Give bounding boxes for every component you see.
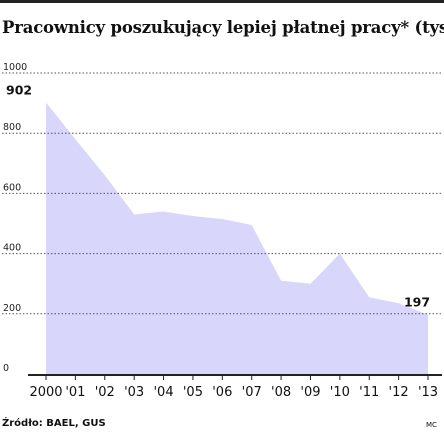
x-tick-label: '07 [242,385,262,400]
x-tick-label: '11 [359,385,379,400]
x-tick-label: 2000 [29,385,62,400]
y-tick-label: 0 [3,363,9,374]
x-tick-label: '09 [300,385,320,400]
credit-note: MC [426,421,437,429]
x-tick-label: '08 [271,385,291,400]
x-tick-label: '04 [153,385,173,400]
source-note: Źródło: BAEL, GUS [2,418,106,429]
top-rule [0,0,444,3]
y-tick-label: 800 [3,122,21,133]
y-tick-label: 1000 [3,62,27,73]
area-series [46,102,428,374]
x-tick-label: '03 [124,385,144,400]
x-tick-label: '05 [183,385,203,400]
x-tick-label: '13 [418,385,438,400]
x-tick-label: '10 [330,385,350,400]
chart-title: Pracownicy poszukujący lepiej płatnej pr… [2,18,444,37]
x-tick-label: '06 [212,385,232,400]
x-tick-label: '01 [65,385,85,400]
y-tick-label: 600 [3,182,21,193]
y-tick-label: 200 [3,303,21,314]
x-tick-label: '12 [389,385,409,400]
data-label: 902 [6,82,32,97]
data-label: 197 [404,295,430,310]
y-tick-label: 400 [3,243,21,254]
x-tick-label: '02 [95,385,115,400]
